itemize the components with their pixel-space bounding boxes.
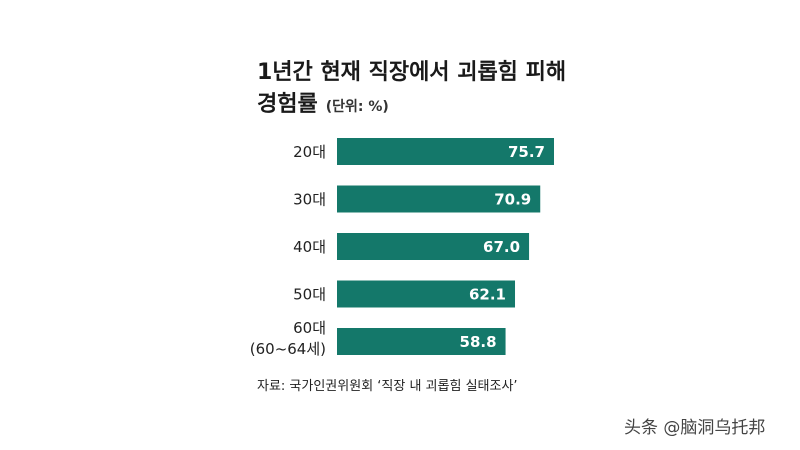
bars	[337, 138, 554, 355]
value-label: 58.8	[460, 333, 497, 351]
bar	[337, 138, 554, 165]
bar	[337, 280, 516, 308]
category-label: 50대	[293, 286, 326, 304]
value-label: 70.9	[494, 191, 531, 209]
value-label: 62.1	[469, 286, 506, 304]
chart-title-line-2: 경험률 (단위: %)	[257, 91, 389, 117]
bar	[337, 185, 541, 213]
category-label: 30대	[293, 191, 326, 209]
bar	[337, 233, 530, 260]
category-label: 20대	[293, 143, 326, 161]
source-note: 자료: 국가인권위원회 ‘직장 내 괴롭힘 실태조사’	[257, 379, 518, 394]
watermark: 头条 @脑洞乌托邦	[624, 418, 765, 438]
category-label: 40대	[293, 238, 326, 256]
chart-title-line-1: 1년간 현재 직장에서 괴롭힘 피해	[257, 60, 566, 85]
category-labels: 20대 30대 40대 50대 60대 (60~64세)	[250, 143, 326, 358]
category-label: (60~64세)	[250, 340, 326, 358]
value-labels: 75.7 70.9 67.0 62.1 58.8	[460, 143, 545, 351]
bar	[337, 328, 506, 355]
value-label: 67.0	[483, 238, 520, 256]
unit-label: (단위: %)	[326, 98, 389, 115]
category-label: 60대	[293, 319, 326, 337]
value-label: 75.7	[508, 143, 545, 161]
